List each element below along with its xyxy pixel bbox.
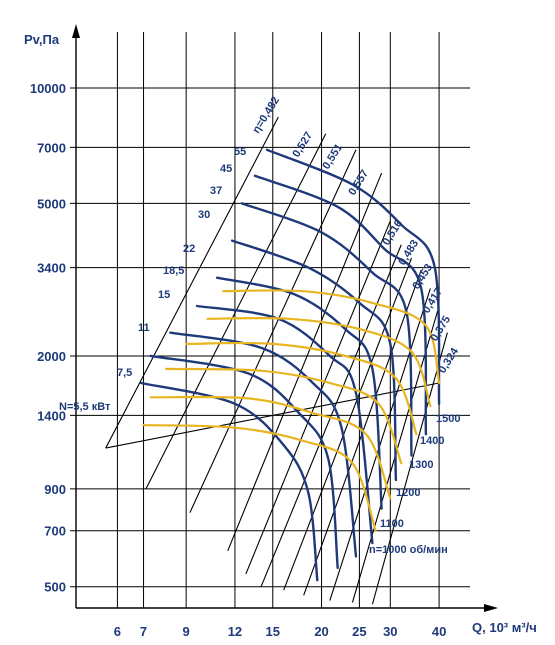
power-label-30: 30 xyxy=(198,209,210,221)
y-tick-label: 500 xyxy=(44,580,66,595)
speed-label-1100: 1100 xyxy=(380,518,404,530)
speed-curve-0 xyxy=(139,381,319,582)
y-tick-labels: 500 700 900 1400 2000 3400 5000 7000 10000 xyxy=(30,81,66,595)
speed-label-1300: 1300 xyxy=(409,459,433,471)
speed-curve-8 xyxy=(265,148,441,405)
x-tick-label: 20 xyxy=(314,624,328,639)
x-tick-labels: 6 7 9 12 15 20 25 30 40 xyxy=(114,624,447,639)
efficiency-rays xyxy=(105,116,448,605)
y-tick-label: 700 xyxy=(44,524,66,539)
y-tick-label: 7000 xyxy=(37,140,66,155)
x-tick-label: 6 xyxy=(114,624,121,639)
speed-label-1200: 1200 xyxy=(396,487,420,499)
x-axis-arrow xyxy=(484,604,498,612)
power-label-15: 15 xyxy=(158,289,170,301)
speed-curve-6 xyxy=(240,202,413,457)
power-curve-1 xyxy=(149,395,392,500)
eff-label-2: 0,551 xyxy=(320,142,345,172)
eff-label-0: η=0,482 xyxy=(250,95,282,136)
efficiency-ray-3 xyxy=(227,172,383,552)
speed-curve-1 xyxy=(149,354,339,570)
y-axis-arrow xyxy=(72,24,80,38)
x-tick-label: 30 xyxy=(383,624,397,639)
power-labels: 55 45 37 30 22 18,5 15 11 7,5 N=5,5 кВт xyxy=(59,146,246,413)
efficiency-ray-5 xyxy=(260,244,402,587)
speed-curves xyxy=(139,148,441,582)
power-curve-2 xyxy=(165,367,403,465)
x-tick-label: 7 xyxy=(140,624,147,639)
speed-label-1400: 1400 xyxy=(420,435,444,447)
x-tick-label: 40 xyxy=(432,624,446,639)
eff-label-7: 0,453 xyxy=(410,262,435,292)
efficiency-ray-4 xyxy=(245,220,391,575)
power-label-7-5: 7,5 xyxy=(117,367,132,379)
boundary-line-path xyxy=(105,382,440,449)
speed-label-1000: n=1000 об/мин xyxy=(369,544,448,556)
power-curve-4 xyxy=(206,316,432,408)
power-label-55: 55 xyxy=(234,146,246,158)
y-axis-title: Pv,Па xyxy=(24,32,60,47)
power-label-45: 45 xyxy=(220,163,232,175)
power-label-18-5: 18,5 xyxy=(163,265,184,277)
speed-curve-2 xyxy=(169,331,358,558)
speed-label-1500: 1500 xyxy=(436,413,460,425)
eff-label-6: 0,483 xyxy=(396,238,421,268)
efficiency-ray-6 xyxy=(283,257,413,591)
y-tick-label: 10000 xyxy=(30,81,66,96)
plot-series xyxy=(105,116,448,605)
axes xyxy=(72,24,498,612)
power-curve-3 xyxy=(185,341,418,436)
x-tick-label: 25 xyxy=(352,624,366,639)
eff-label-5: 0,516 xyxy=(380,218,405,248)
power-curve-0 xyxy=(142,424,377,532)
y-tick-label: 900 xyxy=(44,482,66,497)
x-axis-title: Q, 10³ м³/ч xyxy=(472,620,537,635)
power-curve-5 xyxy=(222,289,441,385)
power-curves xyxy=(142,289,441,532)
y-tick-label: 2000 xyxy=(37,349,66,364)
x-tick-label: 9 xyxy=(183,624,190,639)
efficiency-ray-2 xyxy=(189,149,357,513)
speed-labels: 1500 1400 1300 1200 1100 n=1000 об/мин xyxy=(369,413,460,556)
speed-curve-7 xyxy=(253,174,428,436)
power-label-22: 22 xyxy=(183,243,195,255)
speed-curve-4 xyxy=(215,276,383,510)
speed-curve-3 xyxy=(195,304,374,545)
x-tick-label: 15 xyxy=(266,624,280,639)
power-label-5-5: N=5,5 кВт xyxy=(59,401,111,413)
efficiency-ray-0 xyxy=(105,116,279,449)
efficiency-ray-10 xyxy=(371,332,448,605)
eff-label-1: 0,527 xyxy=(290,130,315,160)
speed-curve-5 xyxy=(230,239,398,482)
horizontal-gridlines xyxy=(70,87,470,588)
power-label-37: 37 xyxy=(210,185,222,197)
x-tick-label: 12 xyxy=(228,624,242,639)
y-tick-label: 1400 xyxy=(37,408,66,423)
y-tick-label: 3400 xyxy=(37,261,66,276)
efficiency-ray-8 xyxy=(329,288,431,601)
power-label-11: 11 xyxy=(138,322,150,334)
boundary-line xyxy=(105,382,440,449)
y-tick-label: 5000 xyxy=(37,196,66,211)
